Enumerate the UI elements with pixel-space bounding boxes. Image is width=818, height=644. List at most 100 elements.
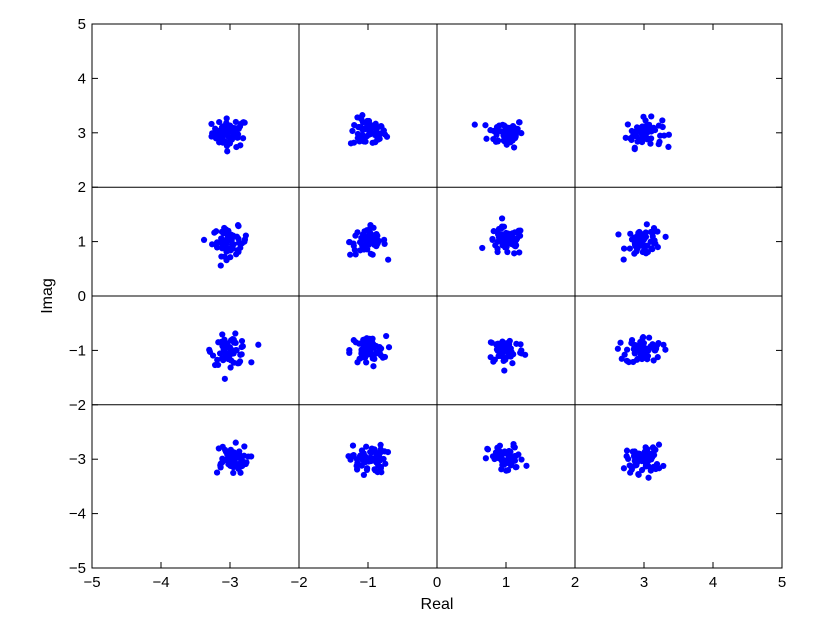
- data-point: [365, 119, 372, 126]
- data-point: [633, 356, 641, 363]
- data-point: [363, 466, 371, 473]
- axis-ticks: [91, 23, 783, 569]
- data-point: [617, 339, 624, 346]
- data-point: [633, 124, 641, 131]
- data-point: [639, 128, 646, 135]
- data-point: [633, 462, 640, 469]
- data-point: [354, 114, 361, 121]
- data-point: [518, 130, 525, 137]
- data-point: [240, 119, 247, 126]
- data-point: [347, 251, 354, 258]
- data-point: [362, 138, 369, 145]
- data-point: [235, 248, 242, 256]
- data-point: [360, 471, 367, 479]
- data-point: [636, 454, 643, 462]
- y-tick-label: 3: [78, 125, 86, 142]
- data-point: [370, 363, 377, 370]
- data-point: [225, 246, 232, 253]
- data-point: [631, 146, 638, 153]
- data-point: [615, 231, 622, 238]
- y-tick-label: 2: [78, 179, 86, 196]
- data-point: [365, 131, 373, 138]
- data-point: [639, 248, 646, 256]
- data-point: [652, 240, 659, 247]
- data-point: [640, 339, 648, 347]
- data-point: [220, 123, 227, 130]
- data-point: [489, 235, 496, 243]
- data-point: [639, 123, 646, 130]
- data-point: [620, 465, 628, 472]
- x-tick-label: −2: [290, 574, 307, 591]
- data-point: [655, 340, 662, 347]
- data-point: [630, 341, 637, 348]
- data-point: [365, 345, 372, 352]
- data-point: [517, 349, 524, 356]
- data-point: [511, 444, 518, 451]
- x-tick-label: −1: [359, 574, 376, 591]
- data-point: [240, 452, 248, 459]
- data-point: [372, 467, 379, 474]
- data-point: [218, 235, 225, 242]
- x-tick-labels: −5 −4 −3 −2 −1 0 1 2 3 4 5: [83, 574, 786, 591]
- data-point: [237, 469, 244, 476]
- data-point: [367, 448, 374, 456]
- data-point: [364, 246, 371, 253]
- data-point: [483, 135, 490, 142]
- data-point: [377, 446, 384, 453]
- data-point: [209, 352, 217, 359]
- data-point: [665, 143, 672, 150]
- data-point: [359, 236, 366, 243]
- data-point: [638, 355, 646, 363]
- data-point: [219, 241, 226, 248]
- data-point: [516, 119, 523, 126]
- data-point: [381, 353, 389, 361]
- data-point: [211, 229, 218, 236]
- data-point: [229, 350, 236, 357]
- data-point: [642, 444, 649, 451]
- data-point: [495, 225, 503, 233]
- x-tick-label: 4: [709, 574, 717, 591]
- data-point: [514, 235, 521, 242]
- data-point: [361, 354, 369, 361]
- data-point: [626, 245, 633, 252]
- data-point: [624, 121, 631, 128]
- data-point: [631, 453, 638, 460]
- data-point: [241, 237, 248, 244]
- data-point: [507, 453, 514, 460]
- data-point: [219, 130, 226, 137]
- data-point: [505, 353, 512, 360]
- data-point: [635, 450, 642, 457]
- data-point: [489, 453, 497, 460]
- x-tick-label: 3: [640, 574, 648, 591]
- data-points: [200, 112, 672, 481]
- data-point: [635, 229, 642, 236]
- data-point: [238, 337, 246, 345]
- y-tick-label: 1: [78, 234, 86, 251]
- data-point: [650, 124, 657, 132]
- data-point: [233, 460, 240, 467]
- data-point: [215, 445, 222, 452]
- data-point: [632, 132, 639, 139]
- data-point: [230, 455, 237, 462]
- data-point: [493, 131, 500, 138]
- data-point: [222, 448, 230, 455]
- data-point: [506, 130, 514, 137]
- data-point: [627, 230, 634, 237]
- data-point: [642, 117, 649, 124]
- data-point: [660, 462, 667, 470]
- data-point: [640, 334, 647, 341]
- data-point: [223, 115, 230, 122]
- data-point: [510, 144, 518, 151]
- data-point: [376, 131, 383, 138]
- data-point: [200, 236, 208, 244]
- y-tick-label: −5: [69, 560, 86, 577]
- data-point: [232, 339, 239, 346]
- data-point: [495, 455, 502, 462]
- data-point: [632, 242, 639, 249]
- data-point: [503, 136, 510, 143]
- data-point: [367, 340, 374, 347]
- data-point: [471, 121, 478, 128]
- data-point: [655, 141, 662, 148]
- data-point: [645, 474, 652, 481]
- data-point: [374, 349, 381, 356]
